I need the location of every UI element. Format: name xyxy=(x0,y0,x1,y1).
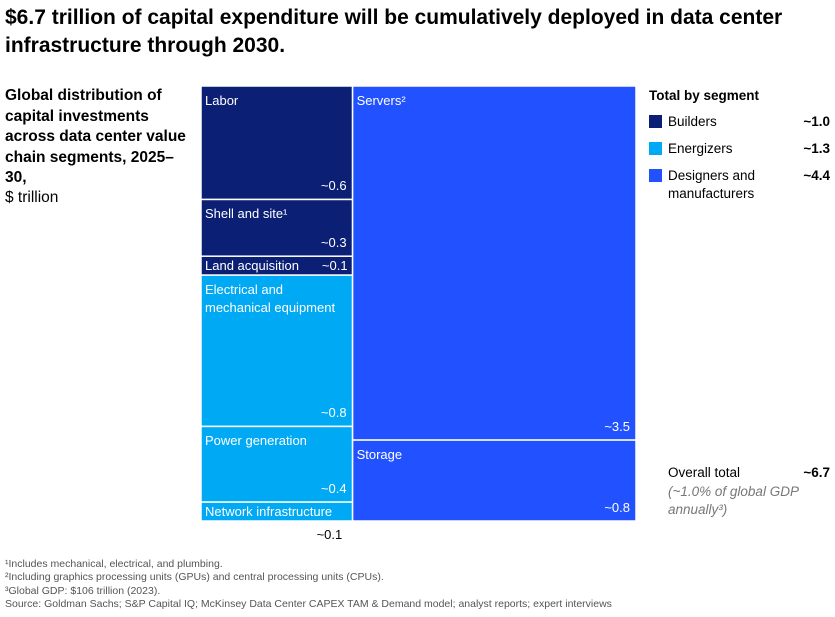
legend-swatch xyxy=(649,169,662,182)
footnote: ¹Includes mechanical, electrical, and pl… xyxy=(5,558,223,570)
legend-label: Designers and manufacturers xyxy=(668,168,756,201)
unit: $ trillion xyxy=(5,189,59,206)
legend-total: ~1.3 xyxy=(803,141,830,156)
legend-title: Total by segment xyxy=(649,88,760,103)
tile-label: Electrical and mechanical equipment xyxy=(205,282,336,316)
footnote: ²Including graphics processing units (GP… xyxy=(5,571,384,584)
value-label: ~0.4 xyxy=(320,481,347,497)
value-label: ~0.1 xyxy=(321,257,348,273)
tile xyxy=(351,85,637,441)
tile-label: Land acquisition xyxy=(205,257,299,273)
legend-swatch xyxy=(649,142,662,155)
legend-label: Builders xyxy=(668,114,717,129)
footnote: Source: Goldman Sachs; S&P Capital IQ; M… xyxy=(5,597,612,610)
tile-label: Labor xyxy=(205,93,239,108)
value-label: ~0.1 xyxy=(316,527,343,542)
legend-swatch xyxy=(649,115,662,128)
tile-label: Servers² xyxy=(356,93,406,108)
value-label: ~0.8 xyxy=(320,405,347,421)
value-label: ~3.5 xyxy=(604,419,630,435)
chart-title: $6.7 trillion of capital expenditure wil… xyxy=(5,6,783,57)
overall-note: (~1.0% of global GDP annually³) xyxy=(668,484,799,517)
tile-label: Power generation xyxy=(205,433,307,449)
tile xyxy=(351,439,637,522)
overall-label: Overall total xyxy=(668,465,741,480)
legend-total: ~4.4 xyxy=(803,168,830,183)
tile xyxy=(200,274,354,428)
tile-label: Shell and site¹ xyxy=(205,206,288,222)
footnote: ³Global GDP: $106 trillion (2023). xyxy=(5,584,161,597)
value-label: ~0.6 xyxy=(320,178,347,194)
value-label: ~0.8 xyxy=(604,500,630,515)
tile-label: Network infrastructure xyxy=(205,503,333,519)
tile-label: Storage xyxy=(356,447,403,463)
legend-total: ~1.0 xyxy=(803,114,830,129)
subtitle: Global distribution of capital investmen… xyxy=(5,87,186,186)
value-label: ~0.3 xyxy=(320,235,347,251)
legend-label: Energizers xyxy=(668,141,733,156)
overall-total: ~6.7 xyxy=(803,465,830,480)
